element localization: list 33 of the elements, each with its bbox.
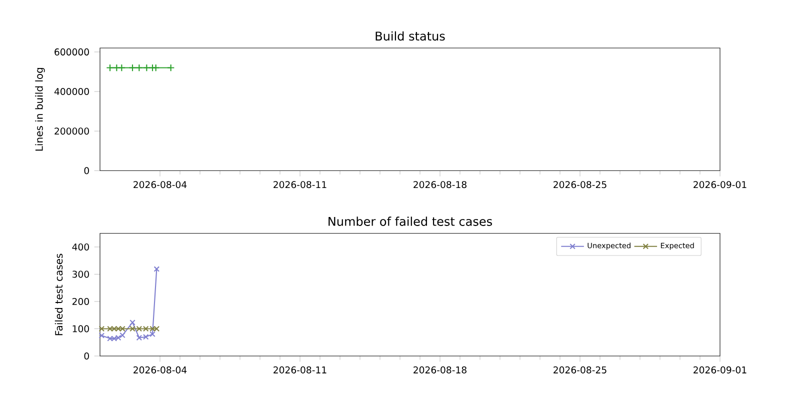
point [115, 326, 122, 332]
chart-title: Number of failed test cases [328, 216, 492, 226]
y-axis-title: Lines in build log [35, 68, 45, 151]
y-tick-label: 600000 [54, 48, 89, 56]
x-tick-label: 2026-08-18 [414, 181, 466, 188]
x-tick-label: 2026-08-04 [134, 366, 187, 374]
point [115, 334, 122, 341]
x-tick-label: 2026-08-18 [414, 366, 466, 374]
point [150, 331, 156, 338]
y-tick-label: 400 [72, 243, 89, 250]
y-tick-label: 0 [84, 352, 89, 360]
x-tick-label: 2026-09-01 [694, 181, 746, 188]
y-tick-label: 100 [72, 325, 89, 332]
y-axis-title: Failed test cases [54, 254, 63, 336]
y-tick-label: 200000 [54, 128, 89, 135]
y-tick-label: 400000 [54, 88, 89, 96]
point [154, 326, 160, 332]
point [98, 326, 105, 332]
point [111, 326, 118, 332]
x-tick-label: 2026-08-25 [554, 366, 606, 374]
chart-title: Build status [376, 31, 445, 41]
point [130, 320, 136, 326]
y-tick-label: 300 [72, 270, 89, 278]
point [154, 266, 160, 272]
point [111, 336, 118, 342]
x-tick-label: 2026-09-01 [694, 366, 746, 374]
y-tick-label: 0 [84, 167, 89, 174]
x-tick-label: 2026-08-11 [274, 181, 326, 188]
y-tick-label: 200 [72, 298, 89, 306]
x-tick-label: 2026-08-25 [554, 181, 606, 188]
x-tick-label: 2026-08-11 [274, 366, 326, 374]
x-tick-label: 2026-08-04 [134, 181, 187, 188]
point [98, 332, 105, 338]
